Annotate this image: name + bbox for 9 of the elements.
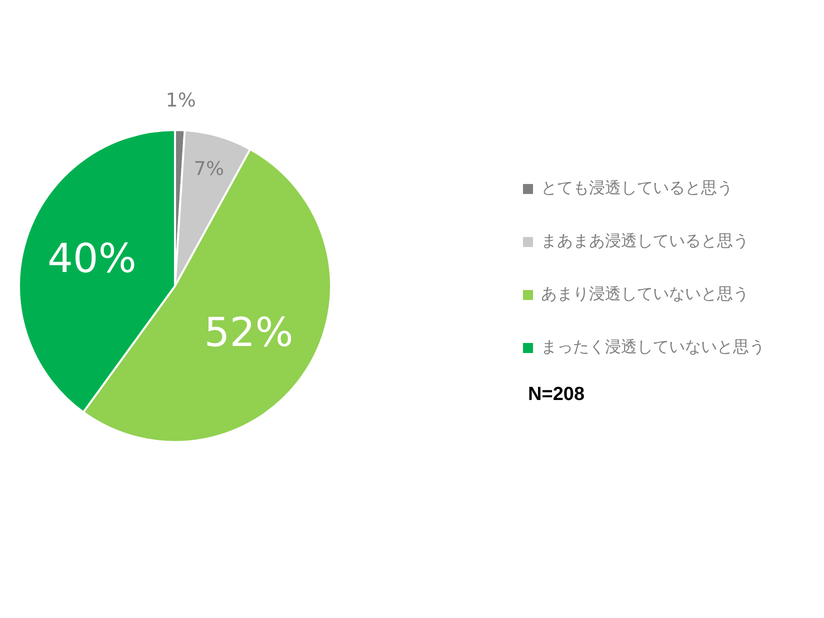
legend-label: まったく浸透していないと思う <box>541 337 765 358</box>
legend-label: あまり浸透していないと思う <box>541 284 749 305</box>
data-label: 40% <box>47 236 136 282</box>
legend-label: まあまあ浸透していると思う <box>541 231 749 252</box>
data-label: 1% <box>166 89 196 112</box>
text: N=208 <box>528 384 585 406</box>
data-label: 7% <box>194 158 224 180</box>
data-label: 52% <box>204 310 294 356</box>
legend-label: とても浸透していると思う <box>541 178 733 199</box>
